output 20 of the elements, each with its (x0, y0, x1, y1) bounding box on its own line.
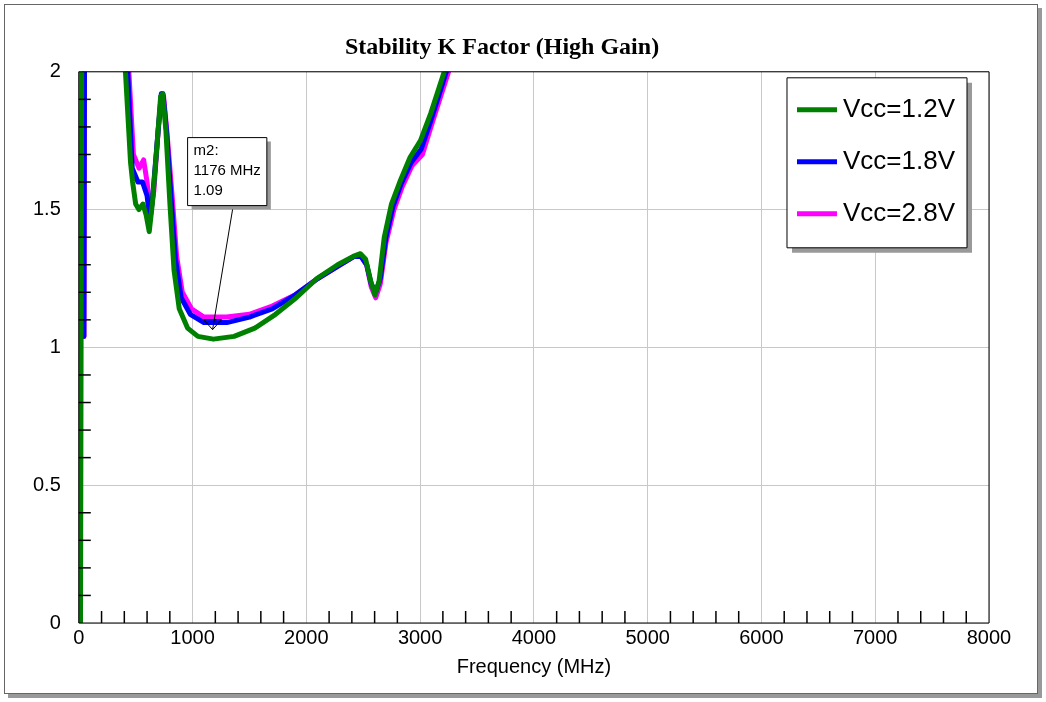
legend-label: Vcc=2.8V (842, 196, 956, 227)
x-tick-label: 8000 (966, 625, 1012, 648)
x-axis-title: Frequency (MHz) (456, 654, 612, 677)
legend-label: Vcc=1.8V (842, 144, 956, 175)
y-tick-label: 0.5 (32, 472, 61, 495)
x-tick-label: 1000 (170, 625, 215, 648)
x-tick-label: 2000 (284, 625, 329, 648)
y-tick-label: 0 (49, 610, 61, 633)
y-tick-label: 1.5 (32, 197, 61, 220)
x-tick-label: 3000 (397, 625, 443, 648)
annotation: m2: 1176 MHz 1.09 (193, 141, 261, 199)
x-tick-label: 4000 (511, 625, 557, 648)
x-tick-label: 5000 (625, 625, 670, 648)
chart-title: Stability K Factor (High Gain) (344, 32, 660, 59)
x-tick-label: 7000 (852, 625, 898, 648)
y-tick-label: 2 (49, 59, 61, 82)
x-tick-label: 6000 (739, 625, 784, 648)
x-tick-label: 0 (73, 625, 85, 648)
y-tick-label: 1 (49, 334, 61, 357)
legend-label: Vcc=1.2V (842, 92, 956, 123)
